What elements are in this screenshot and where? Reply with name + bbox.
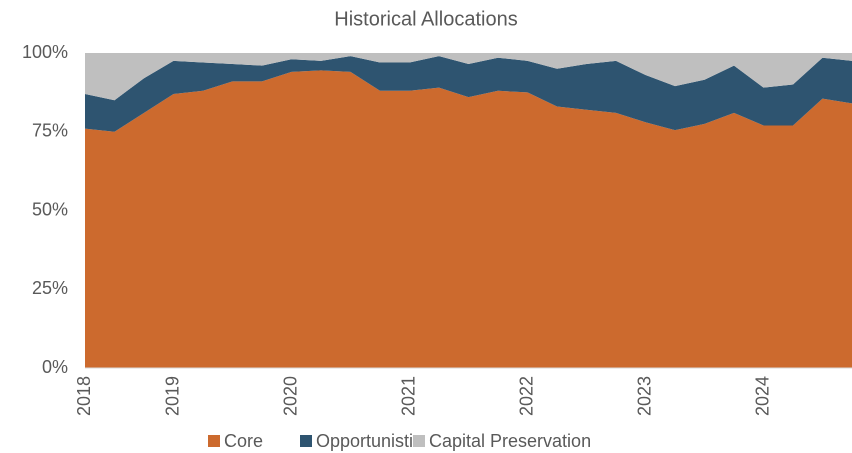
- legend-swatch: [208, 435, 220, 447]
- y-tick-label: 75%: [32, 121, 68, 141]
- x-tick-label: 2021: [398, 376, 418, 416]
- legend-label: Core: [224, 431, 263, 451]
- y-tick-label: 0%: [42, 357, 68, 377]
- x-tick-label: 2023: [634, 376, 654, 416]
- area: [85, 56, 852, 132]
- y-tick-label: 25%: [32, 278, 68, 298]
- area: [85, 53, 852, 101]
- y-tick-label: 100%: [22, 42, 68, 62]
- area: [85, 70, 852, 368]
- x-tick-label: 2024: [752, 376, 772, 416]
- x-tick-label: 2022: [516, 376, 536, 416]
- legend-swatch: [300, 435, 312, 447]
- x-tick-label: 2020: [280, 376, 300, 416]
- legend-label: Capital Preservation: [429, 431, 591, 451]
- legend-swatch: [413, 435, 425, 447]
- chart-title: Historical Allocations: [334, 8, 517, 30]
- y-tick-label: 50%: [32, 199, 68, 219]
- x-tick-label: 2019: [162, 376, 182, 416]
- legend-label: Opportunistic: [316, 431, 422, 451]
- x-tick-label: 2018: [74, 376, 94, 416]
